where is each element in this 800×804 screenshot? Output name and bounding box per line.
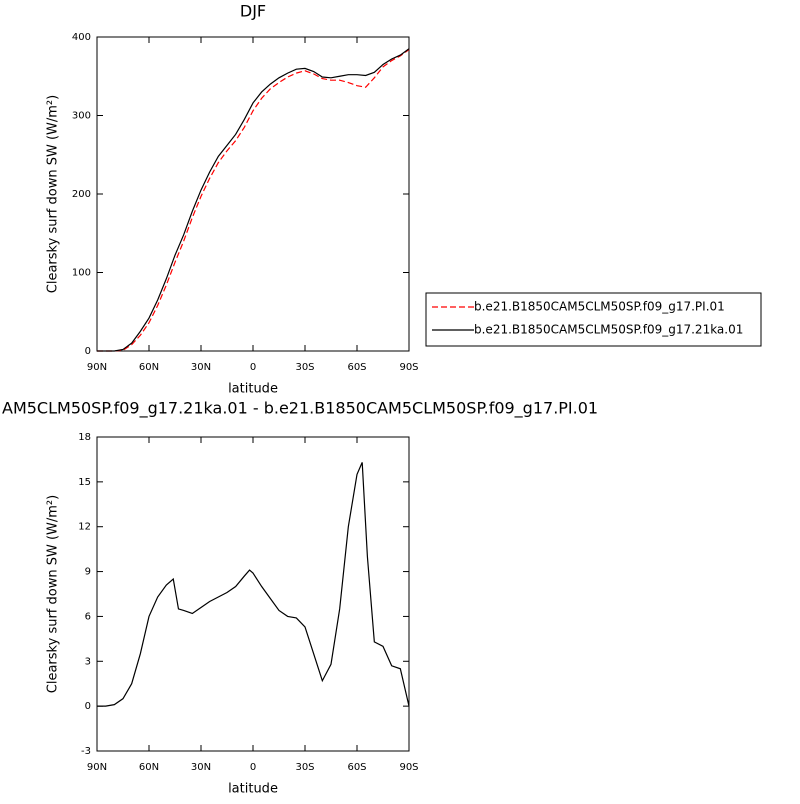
x-tick-label: 90N xyxy=(87,362,107,373)
y-tick-label: 6 xyxy=(85,611,91,622)
y-axis-label: Clearsky surf down SW (W/m²) xyxy=(46,95,61,293)
x-tick-label: 30N xyxy=(191,762,211,773)
x-tick-label: 60N xyxy=(139,362,159,373)
x-tick-label: 30N xyxy=(191,362,211,373)
y-tick-label: 3 xyxy=(85,656,91,667)
data-line xyxy=(97,48,410,352)
y-tick-label: 0 xyxy=(85,701,91,712)
y-tick-label: 400 xyxy=(72,32,91,43)
data-line xyxy=(97,49,410,352)
y-tick-label: 12 xyxy=(78,522,91,533)
y-tick-label: -3 xyxy=(81,746,91,757)
data-line xyxy=(97,462,410,707)
x-tick-label: 60N xyxy=(139,762,159,773)
x-tick-label: 60S xyxy=(347,762,366,773)
chart-title: DJF xyxy=(240,2,266,21)
y-tick-label: 15 xyxy=(78,477,91,488)
chart-title: AM5CLM50SP.f09_g17.21ka.01 - b.e21.B1850… xyxy=(2,399,598,419)
x-tick-label: 30S xyxy=(295,362,314,373)
plot-frame xyxy=(96,36,410,352)
legend-label: b.e21.B1850CAM5CLM50SP.f09_g17.PI.01 xyxy=(474,300,725,314)
y-axis-label: Clearsky surf down SW (W/m²) xyxy=(46,495,61,693)
x-axis-label: latitude xyxy=(228,782,278,797)
plot-frame xyxy=(96,436,410,752)
x-tick-label: 60S xyxy=(347,362,366,373)
y-tick-label: 0 xyxy=(85,346,91,357)
x-tick-label: 90S xyxy=(399,762,418,773)
x-axis-label: latitude xyxy=(228,382,278,397)
y-tick-label: 300 xyxy=(72,111,91,122)
x-tick-label: 0 xyxy=(250,762,256,773)
y-tick-label: 200 xyxy=(72,189,91,200)
legend-box xyxy=(425,292,762,347)
legend-label: b.e21.B1850CAM5CLM50SP.f09_g17.21ka.01 xyxy=(474,323,743,337)
x-tick-label: 90S xyxy=(399,362,418,373)
x-tick-label: 0 xyxy=(250,362,256,373)
y-tick-label: 18 xyxy=(78,432,91,443)
y-tick-label: 100 xyxy=(72,268,91,279)
x-tick-label: 90N xyxy=(87,762,107,773)
y-tick-label: 9 xyxy=(85,567,91,578)
x-tick-label: 30S xyxy=(295,762,314,773)
